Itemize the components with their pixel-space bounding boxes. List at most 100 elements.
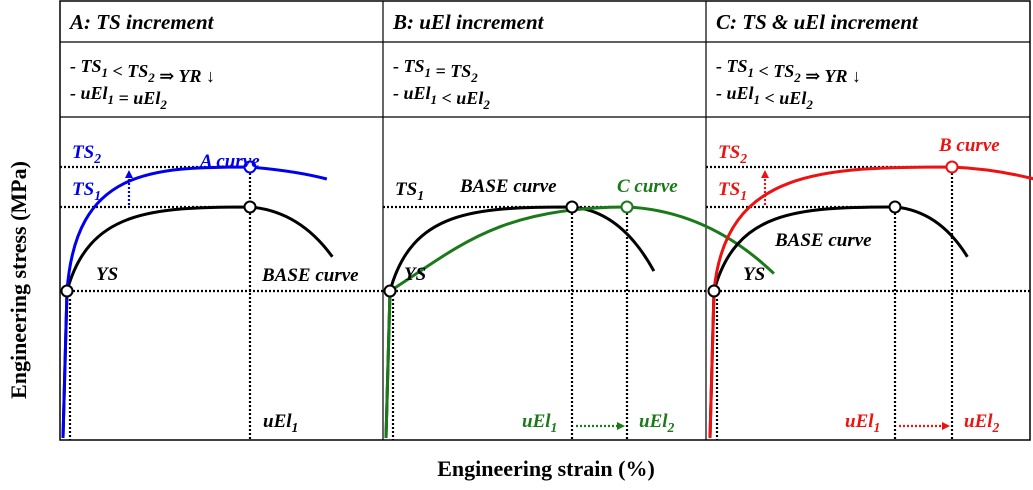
ts-increment-arrowhead [761,170,769,178]
panel-header: C: TS & uEl increment [716,10,919,34]
note-subscript: 1 [431,92,438,107]
panel-note: - uEl1 < uEl2 [393,83,490,112]
ys-point-marker [707,284,721,298]
label-subscript: 1 [292,420,299,435]
label-main: uEl [964,411,993,432]
ts2-label: TS2 [72,142,101,166]
note-text: TS [127,61,148,81]
note-subscript: 2 [470,70,478,85]
new-ts-point-marker [945,160,959,174]
note-subscript: 1 [102,65,109,80]
uel1-label: uEl1 [522,411,557,435]
note-subscript: 2 [482,97,490,112]
label-main: uEl [263,411,292,432]
note-text: uEl [404,83,431,103]
series-a-curve [61,165,328,439]
note-text: = [114,88,133,108]
base-curve-label: BASE curve [459,176,557,197]
label-subscript: 1 [551,420,558,435]
panel-note: - uEl1 < uEl2 [716,83,813,112]
note-subscript: 2 [159,97,167,112]
panel-note: - TS1 < TS2 ⇒ YR ↓ [716,56,861,86]
label-subscript: 1 [417,188,424,203]
note-text: uEl [456,88,483,108]
ts-increment-arrowhead [125,170,133,178]
note-text: < [437,88,456,108]
label-main: uEl [522,411,551,432]
label-main: TS [395,179,417,200]
label-main: uEl [845,411,874,432]
note-subscript: 1 [754,92,761,107]
label-subscript: 2 [93,151,101,166]
panels: A: TS increment- TS1 < TS2 ⇒ YR ↓- uEl1 … [60,10,1033,440]
note-text: ⇒ YR ↓ [155,66,215,86]
outer-border [59,0,1031,441]
note-subscript: 2 [147,70,155,85]
uel2-label: uEl2 [964,411,1000,435]
note-text: < [754,61,773,81]
base-curve-label: BASE curve [774,230,872,251]
ys-point-marker [60,284,74,298]
base-ts-point-marker [565,200,579,214]
ys-point-marker [383,284,397,298]
new-curve-label: C curve [617,176,678,197]
panel-header: B: uEl increment [392,10,545,34]
series-base-curve [61,205,334,439]
panel-note: - TS1 < TS2 ⇒ YR ↓ [70,56,215,86]
label-main: TS [718,179,740,200]
uel-increment-arrowhead [942,422,950,430]
note-text: < [108,61,127,81]
note-subscript: 2 [793,70,801,85]
series-c-curve [384,205,775,439]
label-main: TS [72,142,94,163]
panel-a: A: TS increment- TS1 < TS2 ⇒ YR ↓- uEl1 … [60,10,383,440]
base-curve-label: BASE curve [261,265,359,286]
note-text: TS [773,61,794,81]
ys-label: YS [404,264,426,285]
series-b-curve [708,165,1033,439]
x-axis-label: Engineering strain (%) [437,456,655,481]
new-ts-point-marker [620,200,634,214]
panel-c: C: TS & uEl increment- TS1 < TS2 ⇒ YR ↓-… [706,10,1033,440]
uel-increment-arrowhead [617,422,625,430]
label-subscript: 1 [740,188,747,203]
label-subscript: 1 [874,420,881,435]
label-subscript: 1 [94,188,101,203]
panel-note: - uEl1 = uEl2 [70,83,167,112]
note-text: TS [450,61,471,81]
label-main: uEl [639,411,668,432]
ys-label: YS [743,264,765,285]
note-text: TS [404,56,425,76]
panel-note: - TS1 = TS2 [393,56,478,85]
series-base-curve [384,205,656,439]
note-text: uEl [81,83,108,103]
note-subscript: 1 [748,65,755,80]
uel2-label: uEl2 [639,411,675,435]
note-text: uEl [779,88,806,108]
new-curve-label: A curve [199,151,260,172]
ts1-label: TS1 [718,179,747,203]
new-curve-label: B curve [938,135,1000,156]
label-main: TS [718,142,740,163]
series-base-curve [708,205,969,439]
ys-label: YS [96,264,118,285]
note-prefix: - [70,56,81,76]
note-text: = [431,61,450,81]
label-subscript: 2 [739,151,747,166]
panel-header: A: TS increment [68,10,215,34]
note-prefix: - [393,56,404,76]
note-prefix: - [716,83,727,103]
figure-frame [59,0,1031,441]
uel1-label: uEl1 [263,411,298,435]
note-subscript: 2 [805,97,813,112]
note-text: ⇒ YR ↓ [801,66,861,86]
y-axis-label: Engineering stress (MPa) [6,161,31,399]
note-text: TS [727,56,748,76]
note-prefix: - [716,56,727,76]
label-main: TS [72,179,94,200]
uel1-label: uEl1 [845,411,880,435]
